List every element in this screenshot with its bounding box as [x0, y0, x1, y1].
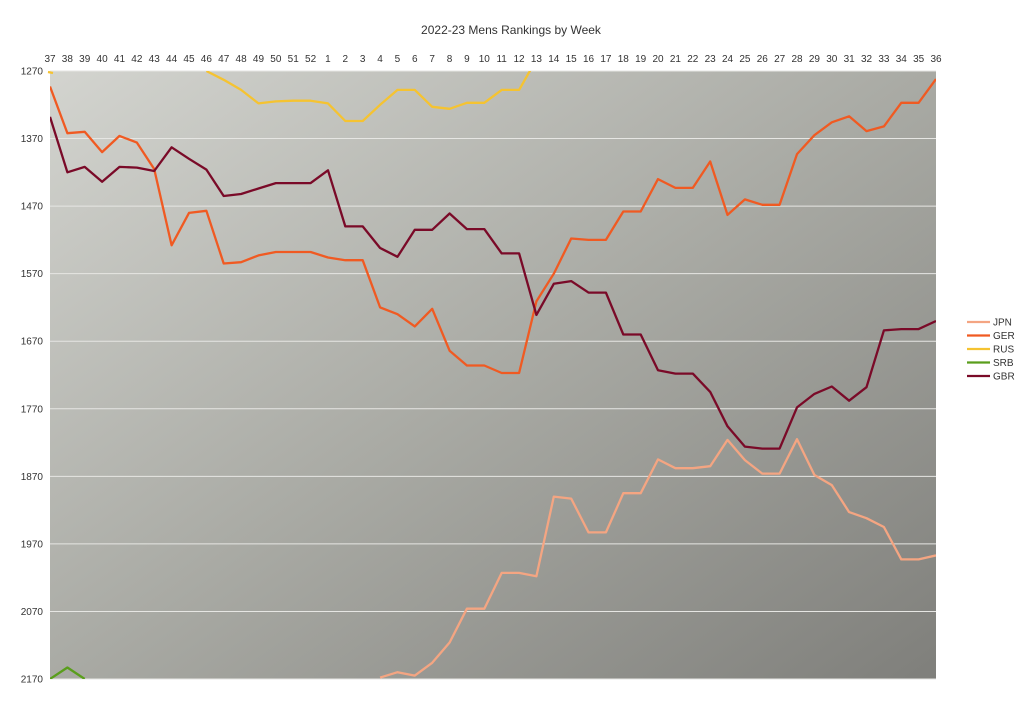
- x-tick-label: 16: [583, 54, 595, 65]
- x-tick-label: 32: [861, 54, 873, 65]
- x-tick-label: 51: [288, 54, 300, 65]
- legend-label: SRB: [993, 358, 1014, 369]
- series-line-ger: [50, 78, 936, 375]
- x-tick-label: 42: [131, 54, 143, 65]
- gridlines: [50, 70, 936, 680]
- x-tick-label: 26: [757, 54, 769, 65]
- x-tick-label: 41: [114, 54, 126, 65]
- x-tick-label: 6: [412, 54, 418, 65]
- y-axis-ticks: 1270 1370 1470 1570 1670 1770 1870 1970 2070 2170: [21, 67, 44, 686]
- x-tick-label: 40: [97, 54, 109, 65]
- x-tick-label: 7: [429, 54, 435, 65]
- y-tick-label: 1870: [21, 472, 44, 483]
- x-tick-label: 52: [305, 54, 317, 65]
- x-tick-label: 22: [687, 54, 699, 65]
- x-tick-label: 28: [791, 54, 803, 65]
- legend-label: JPN: [993, 318, 1012, 329]
- x-tick-label: 1: [325, 54, 331, 65]
- y-tick-label: 1270: [21, 67, 44, 78]
- x-tick-label: 27: [774, 54, 786, 65]
- x-tick-label: 9: [464, 54, 470, 65]
- legend-label: GBR: [993, 372, 1015, 383]
- chart-title: 2022-23 Mens Rankings by Week: [421, 23, 602, 37]
- x-tick-label: 33: [878, 54, 890, 65]
- legend-label: GER: [993, 331, 1015, 342]
- x-tick-label: 8: [447, 54, 453, 65]
- x-tick-label: 49: [253, 54, 265, 65]
- x-tick-label: 29: [809, 54, 821, 65]
- x-tick-label: 5: [395, 54, 401, 65]
- x-tick-label: 47: [218, 54, 230, 65]
- x-tick-label: 2: [343, 54, 349, 65]
- x-tick-label: 39: [79, 54, 91, 65]
- x-tick-label: 45: [183, 54, 195, 65]
- series-line-srb: [50, 666, 86, 679]
- y-tick-label: 2170: [21, 675, 44, 686]
- x-tick-label: 19: [635, 54, 647, 65]
- x-tick-label: 3: [360, 54, 366, 65]
- x-tick-label: 44: [166, 54, 178, 65]
- x-tick-label: 18: [618, 54, 630, 65]
- y-tick-label: 1570: [21, 269, 44, 280]
- x-tick-label: 13: [531, 54, 543, 65]
- legend: JPN GER RUS SRB GBR: [967, 318, 1015, 383]
- y-tick-label: 1370: [21, 134, 44, 145]
- y-tick-label: 1770: [21, 404, 44, 415]
- x-tick-label: 24: [722, 54, 734, 65]
- y-tick-label: 2070: [21, 607, 44, 618]
- x-tick-label: 17: [600, 54, 612, 65]
- x-tick-label: 23: [705, 54, 717, 65]
- series-line-rus: [205, 71, 532, 123]
- x-tick-label: 31: [844, 54, 856, 65]
- series-line-gbr: [50, 116, 936, 450]
- x-tick-label: 10: [479, 54, 491, 65]
- x-tick-label: 4: [377, 54, 383, 65]
- x-tick-label: 46: [201, 54, 213, 65]
- x-tick-label: 35: [913, 54, 925, 65]
- x-tick-label: 38: [62, 54, 74, 65]
- x-tick-label: 50: [270, 54, 282, 65]
- y-tick-label: 1970: [21, 539, 44, 550]
- x-tick-label: 30: [826, 54, 838, 65]
- y-tick-label: 1470: [21, 202, 44, 213]
- x-tick-label: 34: [896, 54, 908, 65]
- series-lines: [50, 71, 936, 679]
- series-line-jpn: [379, 438, 936, 679]
- legend-label: RUS: [993, 345, 1014, 356]
- x-tick-label: 36: [930, 54, 942, 65]
- series-stub-rus: [47, 70, 54, 75]
- x-tick-label: 43: [149, 54, 161, 65]
- y-tick-label: 1670: [21, 337, 44, 348]
- x-tick-label: 14: [548, 54, 560, 65]
- x-tick-label: 21: [670, 54, 682, 65]
- x-tick-label: 25: [739, 54, 751, 65]
- x-tick-label: 48: [236, 54, 248, 65]
- x-tick-label: 12: [513, 54, 525, 65]
- x-tick-label: 11: [496, 54, 507, 65]
- x-tick-label: 20: [652, 54, 664, 65]
- x-tick-label: 37: [44, 54, 56, 65]
- x-tick-label: 15: [566, 54, 578, 65]
- plot-background: [50, 71, 936, 679]
- x-axis-ticks: 37 38 39 40 41 42 43 44 45 46 47 48 49 50 51 52 1 2 3 4 5 6 7 8…: [44, 54, 942, 65]
